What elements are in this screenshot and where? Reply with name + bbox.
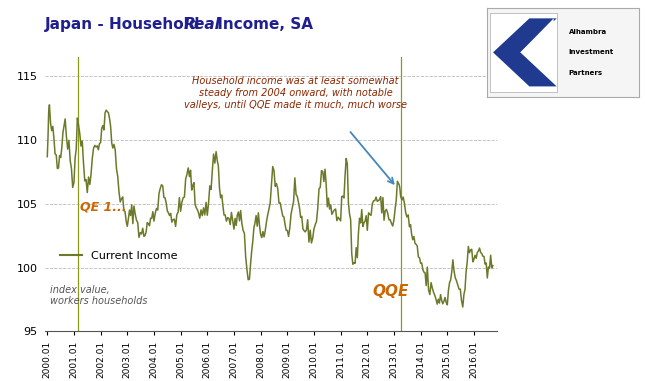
Legend: Current Income: Current Income	[55, 247, 182, 266]
Text: Household income was at least somewhat
steady from 2004 onward, with notable
val: Household income was at least somewhat s…	[184, 76, 407, 110]
Text: QE 1...: QE 1...	[80, 200, 126, 213]
Bar	[490, 13, 557, 92]
Polygon shape	[493, 18, 557, 86]
Text: Income, SA: Income, SA	[212, 17, 313, 32]
Text: Real: Real	[184, 17, 221, 32]
Text: Investment: Investment	[569, 50, 614, 55]
Polygon shape	[521, 18, 553, 53]
Text: QQE: QQE	[373, 284, 409, 299]
Text: Alhambra: Alhambra	[569, 29, 607, 35]
Text: Japan - Household: Japan - Household	[45, 17, 206, 32]
Text: index value,
workers households: index value, workers households	[50, 285, 147, 306]
Text: Partners: Partners	[569, 70, 603, 76]
